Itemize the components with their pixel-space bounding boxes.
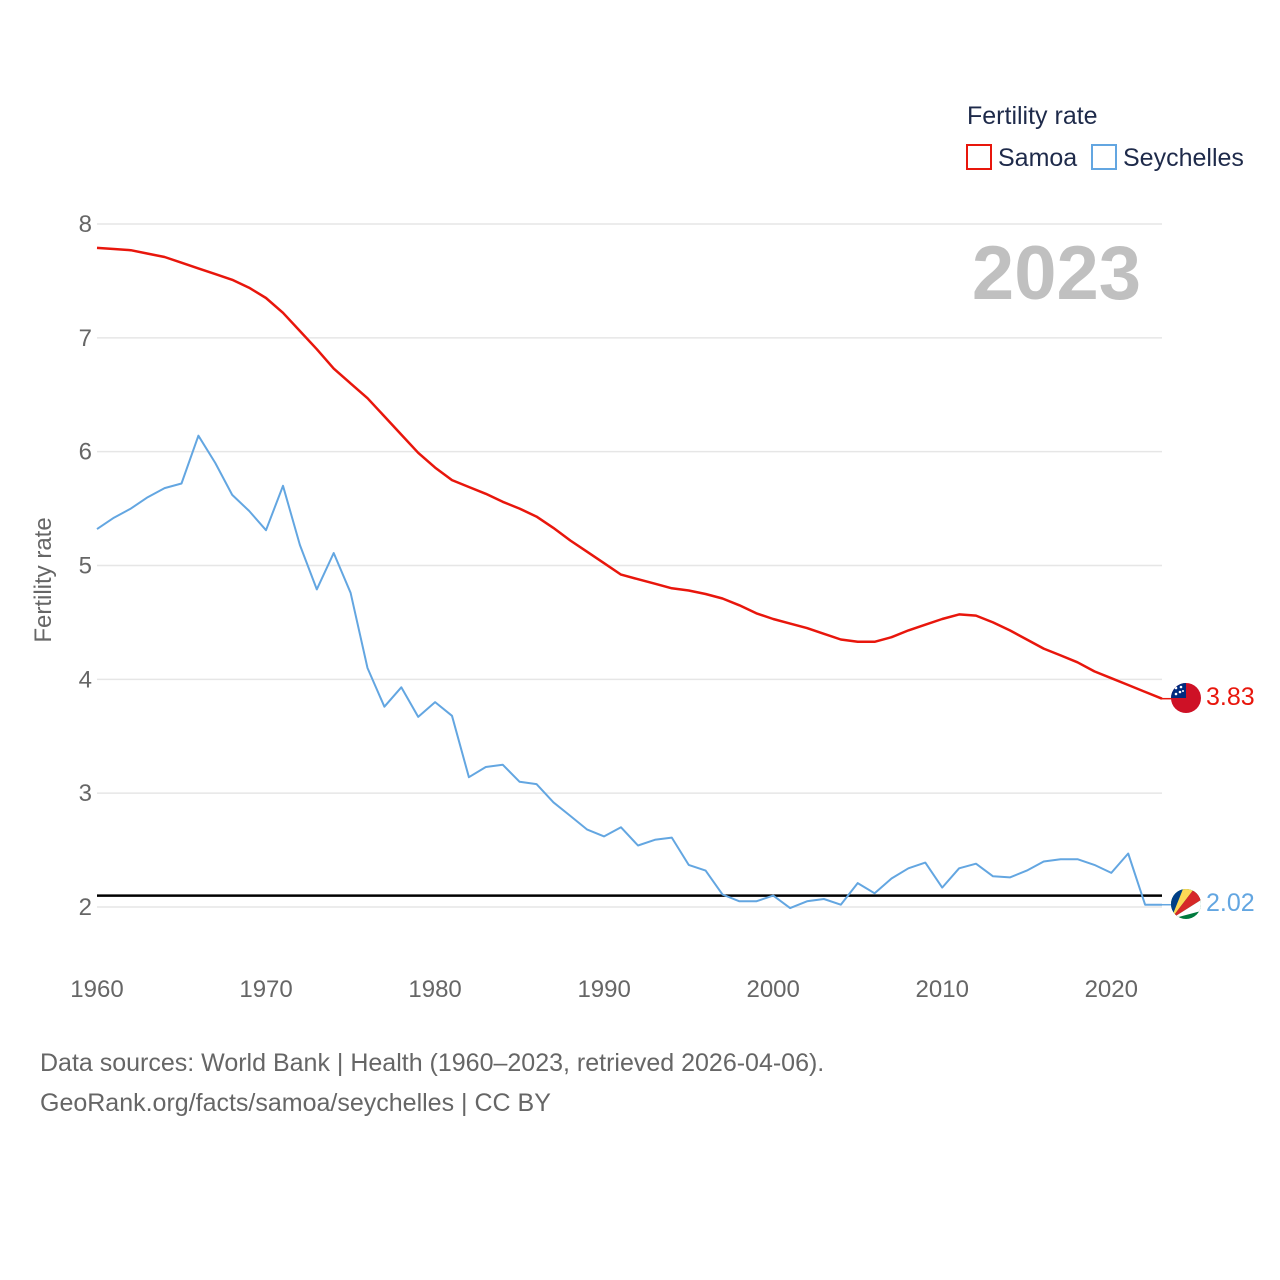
y-tick-8: 8 (79, 211, 92, 238)
seychelles-end-value: 2.02 (1206, 889, 1255, 917)
x-tick-1980: 1980 (408, 976, 461, 1003)
y-tick-2: 2 (79, 894, 92, 921)
x-tick-2000: 2000 (746, 976, 799, 1003)
series-layer (96, 246, 1172, 910)
year-label: 2023 (972, 231, 1141, 316)
grid-lines (97, 223, 1162, 908)
legend[interactable]: Fertility rate Samoa Seychelles (966, 102, 1244, 172)
legend-label-seychelles[interactable]: Seychelles (1123, 144, 1244, 172)
legend-swatch-seychelles[interactable] (1091, 144, 1117, 170)
y-tick-7: 7 (79, 325, 92, 352)
x-tick-1970: 1970 (239, 976, 292, 1003)
seychelles-flag-icon (1171, 889, 1201, 919)
y-axis-label: Fertility rate (30, 517, 57, 642)
series-line-seychelles[interactable] (96, 434, 1162, 910)
data-source-text: Data sources: World Bank | Health (1960–… (40, 1049, 825, 1077)
y-tick-3: 3 (79, 780, 92, 807)
x-axis-ticks: 1960 1970 1980 1990 2000 2010 2020 (70, 976, 1138, 1003)
footer: Data sources: World Bank | Health (1960–… (40, 1043, 824, 1123)
legend-label-samoa[interactable]: Samoa (998, 144, 1077, 172)
y-tick-6: 6 (79, 439, 92, 466)
attribution-link[interactable]: GeoRank.org/facts/samoa/seychelles | CC … (40, 1089, 551, 1117)
fertility-chart: 2 3 4 5 6 7 8 1960 1970 1980 1990 2000 2010 2020 Fer… (30, 102, 1255, 1003)
x-tick-1960: 1960 (70, 976, 123, 1003)
y-axis-ticks: 2 3 4 5 6 7 8 (79, 211, 92, 921)
legend-swatch-samoa[interactable] (966, 144, 992, 170)
x-tick-2020: 2020 (1085, 976, 1138, 1003)
y-tick-5: 5 (79, 553, 92, 580)
y-tick-4: 4 (79, 666, 92, 693)
series-line-samoa[interactable] (96, 246, 1163, 700)
x-tick-1990: 1990 (577, 976, 630, 1003)
legend-title: Fertility rate (967, 102, 1098, 130)
samoa-flag-icon (1171, 683, 1201, 713)
samoa-end-value: 3.83 (1206, 683, 1255, 711)
x-tick-2010: 2010 (916, 976, 969, 1003)
